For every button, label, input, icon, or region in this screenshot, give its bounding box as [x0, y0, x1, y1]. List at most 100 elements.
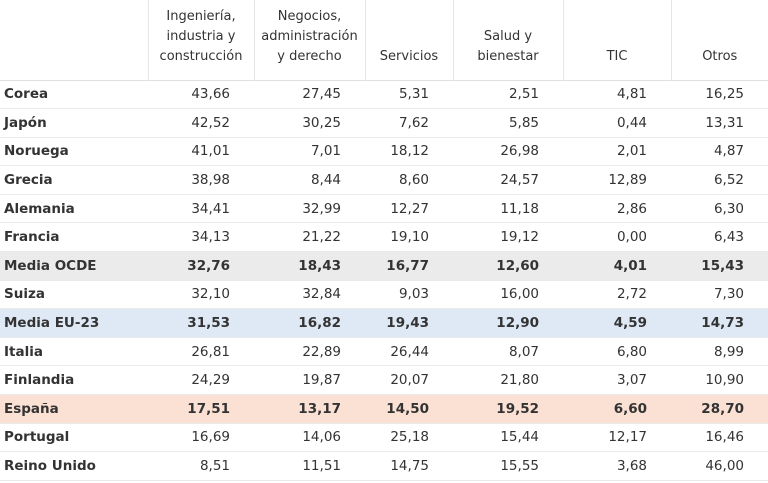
table-row: Corea 43,66 27,45 5,31 2,51 4,81 16,25 [0, 80, 768, 109]
header-blank [0, 0, 148, 80]
table-cell: 19,12 [500, 229, 539, 246]
table-cell: 14,73 [701, 315, 744, 332]
table-cell: 24,29 [191, 372, 230, 389]
table-cell: 15,55 [500, 458, 539, 475]
table-cell: 20,07 [390, 372, 429, 389]
table-cell: 16,25 [705, 86, 744, 103]
table-cell: 12,27 [390, 200, 429, 217]
table-cell: 32,99 [302, 200, 341, 217]
table-cell: 2,86 [616, 200, 647, 217]
row-country-name: Noruega [4, 143, 69, 160]
row-country-name: Portugal [4, 429, 70, 446]
table-cell: 32,76 [187, 257, 230, 274]
table-cell: 15,43 [701, 257, 744, 274]
table-cell: 13,17 [298, 400, 341, 417]
table-cell: 0,44 [616, 114, 647, 131]
row-country-name: Finlandia [4, 372, 75, 389]
header-servicios: Servicios [364, 0, 453, 80]
table-cell: 32,10 [191, 286, 230, 303]
table-cell: 21,80 [500, 372, 539, 389]
table-cell: 19,43 [386, 315, 429, 332]
table-cell: 5,31 [398, 86, 429, 103]
table-cell: 15,44 [500, 429, 539, 446]
table-cell: 19,87 [302, 372, 341, 389]
table-cell: 27,45 [302, 86, 341, 103]
table-cell: 8,51 [199, 458, 230, 475]
table-row: Italia 26,81 22,89 26,44 8,07 6,80 8,99 [0, 337, 768, 366]
table-cell: 6,43 [713, 229, 744, 246]
row-country-name: España [4, 400, 59, 417]
table-cell: 6,80 [616, 343, 647, 360]
table-cell: 11,18 [500, 200, 539, 217]
header-negocios: Negocios, administración y derecho [253, 0, 365, 80]
table-cell: 12,60 [496, 257, 539, 274]
table-cell: 16,00 [500, 286, 539, 303]
table-cell: 16,77 [386, 257, 429, 274]
table-cell: 14,06 [302, 429, 341, 446]
table-cell: 12,90 [496, 315, 539, 332]
row-country-name: Media EU-23 [4, 315, 100, 332]
table-cell: 26,44 [390, 343, 429, 360]
table-cell: 13,31 [705, 114, 744, 131]
header-ingenieria: Ingeniería, industria y construcción [147, 0, 254, 80]
table-cell: 38,98 [191, 172, 230, 189]
table-cell: 31,53 [187, 315, 230, 332]
table-cell: 46,00 [705, 458, 744, 475]
table-cell: 14,75 [390, 458, 429, 475]
table-cell: 0,00 [616, 229, 647, 246]
table-row: Suiza 32,10 32,84 9,03 16,00 2,72 7,30 [0, 280, 768, 309]
table-cell: 8,07 [508, 343, 539, 360]
table-cell: 43,66 [191, 86, 230, 103]
table-row: Reino Unido 8,51 11,51 14,75 15,55 3,68 46,00 [0, 452, 768, 481]
row-country-name: Italia [4, 343, 43, 360]
row-country-name: Corea [4, 86, 49, 103]
header-otros: Otros [670, 0, 768, 80]
row-country-name: Francia [4, 229, 60, 246]
table-cell: 26,81 [191, 343, 230, 360]
table-row: Grecia 38,98 8,44 8,60 24,57 12,89 6,52 [0, 166, 768, 195]
table-cell: 34,41 [191, 200, 230, 217]
table-cell: 6,52 [713, 172, 744, 189]
table-cell: 16,69 [191, 429, 230, 446]
table-row: Japón 42,52 30,25 7,62 5,85 0,44 13,31 [0, 109, 768, 138]
table-cell: 3,07 [616, 372, 647, 389]
table-cell: 7,62 [398, 114, 429, 131]
table-cell: 34,13 [191, 229, 230, 246]
table-cell: 10,90 [705, 372, 744, 389]
table-cell: 17,51 [187, 400, 230, 417]
table-cell: 28,70 [701, 400, 744, 417]
row-country-name: Suiza [4, 286, 45, 303]
table-row: Media OCDE 32,76 18,43 16,77 12,60 4,01 15,43 [0, 251, 768, 281]
table-cell: 25,18 [390, 429, 429, 446]
table-cell: 16,82 [298, 315, 341, 332]
table-cell: 8,44 [310, 172, 341, 189]
header-salud: Salud y bienestar [452, 0, 563, 80]
row-country-name: Alemania [4, 200, 75, 217]
table-cell: 6,30 [713, 200, 744, 217]
table-cell: 9,03 [398, 286, 429, 303]
row-country-name: Media OCDE [4, 257, 97, 274]
table-row: España 17,51 13,17 14,50 19,52 6,60 28,70 [0, 394, 768, 424]
table-cell: 4,87 [713, 143, 744, 160]
table-cell: 2,72 [616, 286, 647, 303]
table-row: Finlandia 24,29 19,87 20,07 21,80 3,07 10,90 [0, 366, 768, 395]
table-cell: 30,25 [302, 114, 341, 131]
table-cell: 19,10 [390, 229, 429, 246]
table-cell: 16,46 [705, 429, 744, 446]
table-row: Media EU-23 31,53 16,82 19,43 12,90 4,59 14,73 [0, 308, 768, 338]
table-row: Noruega 41,01 7,01 18,12 26,98 2,01 4,87 [0, 137, 768, 166]
table-cell: 18,12 [390, 143, 429, 160]
table-cell: 4,01 [613, 257, 647, 274]
table-cell: 8,60 [398, 172, 429, 189]
table-cell: 2,01 [616, 143, 647, 160]
table-cell: 12,17 [608, 429, 647, 446]
table-cell: 14,50 [386, 400, 429, 417]
table-row: Francia 34,13 21,22 19,10 19,12 0,00 6,43 [0, 223, 768, 252]
row-country-name: Grecia [4, 172, 53, 189]
table-cell: 18,43 [298, 257, 341, 274]
table-cell: 4,81 [616, 86, 647, 103]
table-cell: 7,30 [713, 286, 744, 303]
table-row: Alemania 34,41 32,99 12,27 11,18 2,86 6,30 [0, 194, 768, 223]
table-cell: 4,59 [613, 315, 647, 332]
